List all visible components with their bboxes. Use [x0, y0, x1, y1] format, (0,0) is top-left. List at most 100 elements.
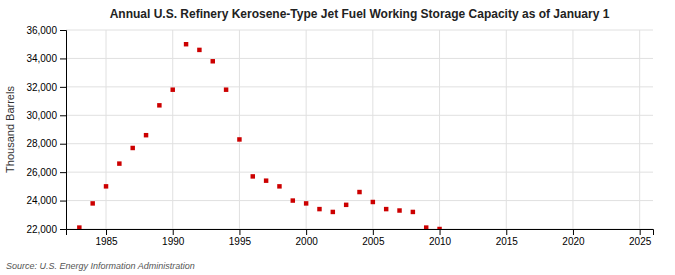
grid-line-x: [172, 30, 173, 229]
grid-line-y: [66, 200, 653, 201]
y-tick-mark: [60, 144, 66, 145]
x-tick-label: 2020: [562, 236, 585, 247]
point: [170, 87, 174, 91]
y-tick: 24,000: [26, 195, 66, 206]
point: [211, 59, 215, 63]
grid-line-x: [106, 30, 107, 229]
point: [424, 225, 428, 229]
y-tick: 30,000: [26, 110, 66, 121]
point: [344, 203, 348, 207]
y-tick-label: 28,000: [26, 138, 57, 149]
y-axis: 22,000 24,000 26,000 28,000 30,000 32,000 34,0…: [26, 25, 66, 235]
y-tick-label: 36,000: [26, 25, 57, 36]
point: [251, 174, 255, 178]
point: [277, 184, 281, 188]
point: [397, 208, 401, 212]
points: [77, 42, 442, 229]
annotation: Source: U.S. Energy Information Administ…: [6, 261, 195, 271]
chart: 1985 1990 1995 2000 2005 2010 2015 2020 2025 22,0…: [0, 0, 675, 275]
x-tick-label: 1995: [229, 236, 252, 247]
grid-line-x: [439, 30, 440, 229]
x-tick-mark: [306, 229, 307, 235]
x-axis: 1985 1990 1995 2000 2005 2010 2015 2020 2025: [67, 229, 654, 247]
y-tick: 22,000: [26, 224, 66, 235]
point: [117, 161, 121, 165]
x-tick: 2025: [629, 229, 652, 247]
point: [384, 207, 388, 211]
x-tick: 2015: [496, 229, 519, 247]
x-tick-mark: [640, 229, 641, 235]
plot-area: 1985 1990 1995 2000 2005 2010 2015 2020 2025 22,0…: [26, 25, 653, 247]
y-tick-mark: [60, 115, 66, 116]
y-tick-label: 30,000: [26, 110, 57, 121]
y-tick-mark: [60, 30, 66, 31]
point: [77, 225, 81, 229]
point: [304, 201, 308, 205]
y-tick-label: 34,000: [26, 53, 57, 64]
point: [144, 133, 148, 137]
x-tick-mark: [239, 229, 240, 235]
x-tick-mark: [106, 229, 107, 235]
x-tick: 2020: [562, 229, 585, 247]
point: [184, 42, 188, 46]
point: [237, 137, 241, 141]
y-tick-mark: [60, 87, 66, 88]
x-tick-label: 2000: [296, 236, 319, 247]
point: [331, 210, 335, 214]
y-axis-line: [60, 31, 67, 230]
y-tick-label: 32,000: [26, 82, 57, 93]
x-tick-mark: [373, 229, 374, 235]
x-tick-mark: [506, 229, 507, 235]
y-tick: 34,000: [26, 53, 66, 64]
x-tick: 2010: [429, 229, 452, 247]
x-tick: 1990: [162, 229, 185, 247]
grid-line-y: [66, 143, 653, 144]
grid-line-x: [572, 30, 573, 229]
title: Annual U.S. Refinery Kerosene-Type Jet F…: [110, 7, 610, 21]
x-tick: 1985: [95, 229, 118, 247]
grid-line-y: [66, 172, 653, 173]
x-tick-label: 1990: [162, 236, 185, 247]
y-tick: 36,000: [26, 25, 66, 36]
y-tick-label: 24,000: [26, 195, 57, 206]
x-tick-mark: [173, 229, 174, 235]
grid-line-x: [306, 30, 307, 229]
point: [224, 87, 228, 91]
x-tick-label: 2010: [429, 236, 452, 247]
x-tick-label: 2005: [362, 236, 385, 247]
grid-line-y: [66, 86, 653, 87]
point: [197, 48, 201, 52]
grid-line-y: [66, 58, 653, 59]
y-tick: 32,000: [26, 82, 66, 93]
y-tick: 26,000: [26, 167, 66, 178]
y-tick-mark: [60, 229, 66, 230]
grid-line-y: [66, 115, 653, 116]
y-tick: 28,000: [26, 138, 66, 149]
x-tick-label: 2015: [496, 236, 519, 247]
grid-line-x: [239, 30, 240, 229]
x-tick: 2005: [362, 229, 385, 247]
point: [291, 198, 295, 202]
x-tick-mark: [440, 229, 441, 235]
x-tick: 2000: [296, 229, 319, 247]
point: [371, 200, 375, 204]
point: [264, 178, 268, 182]
y-axis-label: Thousand Barrels: [4, 86, 16, 173]
x-axis-line: [67, 230, 654, 236]
x-tick-label: 2025: [629, 236, 652, 247]
point: [437, 227, 441, 229]
grid-line-y: [66, 30, 653, 31]
y-tick-mark: [60, 201, 66, 202]
grid-line-x: [372, 30, 373, 229]
y-tick-mark: [60, 172, 66, 173]
point: [104, 184, 108, 188]
grid: [66, 30, 653, 229]
y-tick-label: 22,000: [26, 224, 57, 235]
point: [411, 210, 415, 214]
point: [130, 146, 134, 150]
y-tick-mark: [60, 58, 66, 59]
point: [157, 103, 161, 107]
point: [90, 201, 94, 205]
x-tick-mark: [573, 229, 574, 235]
point: [317, 207, 321, 211]
